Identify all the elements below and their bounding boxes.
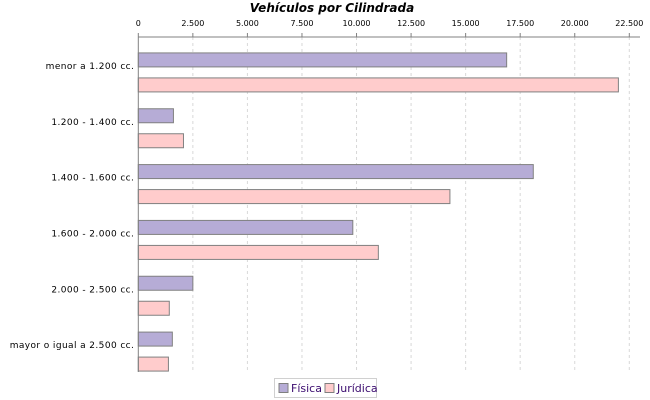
bar-juridica	[137, 133, 184, 149]
bar-juridica	[137, 356, 169, 372]
category-label: 1.200 - 1.400 cc.	[51, 118, 134, 128]
category-label: 1.400 - 1.600 cc.	[51, 174, 134, 184]
tick-label: 17.500	[506, 19, 534, 28]
tick-label: 7.500	[291, 19, 314, 28]
value-axis: 0 2.500 5.000 7.500 10.000 12.500 15.000 17.500…	[136, 19, 643, 38]
bar-juridica	[137, 189, 451, 205]
tick-label: 20.000	[561, 19, 589, 28]
category-axis: menor a 1.200 cc. 1.200 - 1.400 cc. 1.400 …	[10, 37, 139, 372]
category-label: 2.000 - 2.500 cc.	[51, 285, 134, 295]
category-label: mayor o igual a 2.500 cc.	[10, 341, 135, 351]
legend-swatch	[278, 383, 289, 393]
tick-label: 12.500	[397, 19, 425, 28]
tick-label: 15.000	[452, 19, 480, 28]
bar-juridica	[137, 300, 170, 316]
bar-fisica	[137, 275, 194, 291]
tick-label: 5.000	[236, 19, 259, 28]
gridlines	[192, 37, 630, 372]
legend: Física Jurídica	[274, 378, 378, 398]
tick-label: 22.500	[615, 19, 643, 28]
category-label: menor a 1.200 cc.	[46, 62, 135, 72]
bars	[137, 52, 619, 372]
legend-label: Jurídica	[336, 382, 378, 395]
bar-juridica	[137, 244, 379, 260]
bar-fisica	[137, 52, 508, 68]
bar-fisica	[137, 219, 354, 235]
tick-label: 2.500	[181, 19, 204, 28]
bar-fisica	[137, 331, 173, 347]
legend-label: Física	[291, 382, 322, 395]
tick-label: 10.000	[343, 19, 371, 28]
bar-juridica	[137, 77, 619, 93]
tick-label: 0	[136, 19, 141, 28]
category-label: 1.600 - 2.000 cc.	[51, 229, 134, 239]
bar-fisica	[137, 108, 174, 124]
bar-fisica	[137, 164, 534, 180]
legend-swatch	[324, 383, 335, 393]
chart-title: Vehículos por Cilindrada	[250, 1, 414, 15]
